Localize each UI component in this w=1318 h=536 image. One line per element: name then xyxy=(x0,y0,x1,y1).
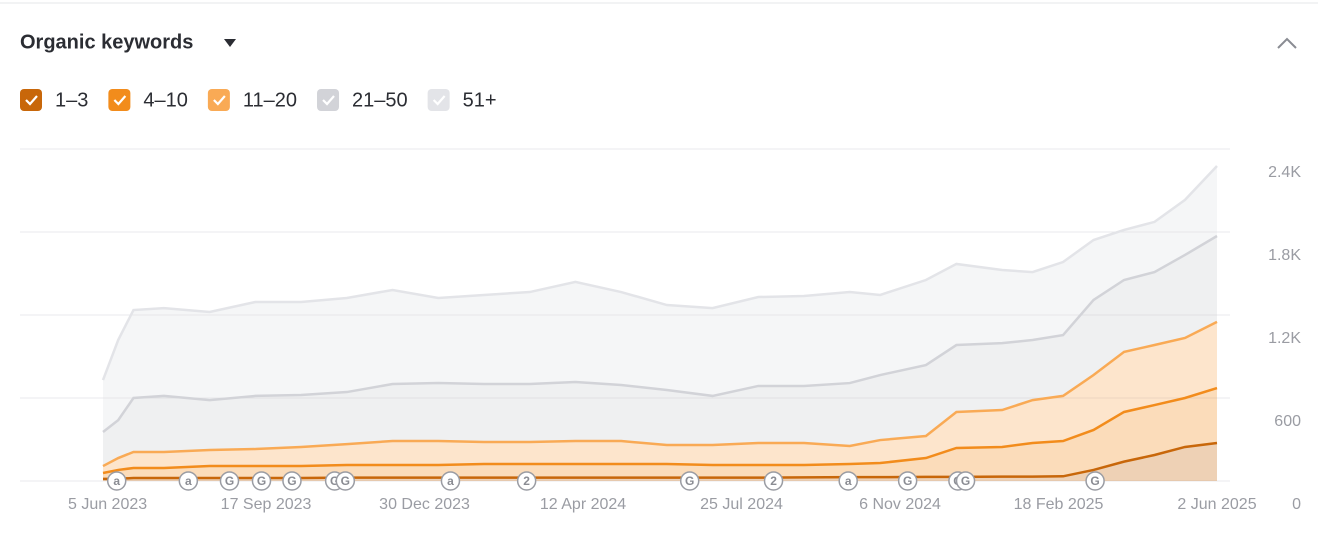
annotation-marker[interactable] xyxy=(955,471,976,491)
annotation[interactable]: G xyxy=(282,471,302,491)
annotation-marker[interactable] xyxy=(106,471,127,491)
annotation-label: G xyxy=(1090,474,1099,488)
area-band xyxy=(103,388,1217,479)
dropdown-arrow[interactable] xyxy=(224,39,236,47)
legend-check xyxy=(322,95,335,106)
legend-check xyxy=(25,95,38,106)
x-tick-label: 5 Jun 2023 xyxy=(68,496,147,513)
area-band xyxy=(103,321,1217,473)
annotation-marker[interactable] xyxy=(516,471,537,491)
annotation-label: G xyxy=(961,474,970,488)
annotation-marker[interactable] xyxy=(897,471,918,491)
x-tick-label: 18 Feb 2025 xyxy=(1014,496,1104,513)
annotation-marker[interactable] xyxy=(1085,471,1105,491)
annotation-label: a xyxy=(447,474,454,488)
annotation-marker[interactable] xyxy=(440,471,461,491)
annotation-label: a xyxy=(113,474,120,488)
legend-label: 51+ xyxy=(463,89,497,111)
annotation-marker[interactable] xyxy=(679,471,700,491)
x-tick-label: 17 Sep 2023 xyxy=(221,496,312,513)
y-tick-label: 1.2K xyxy=(1268,330,1301,347)
y-tick-label: 600 xyxy=(1274,413,1301,430)
legend-item[interactable]: 1–3 xyxy=(20,89,88,111)
legend-checkbox[interactable] xyxy=(317,89,340,111)
legend-label: 21–50 xyxy=(352,89,408,111)
annotation[interactable]: a xyxy=(440,471,461,491)
series-line xyxy=(101,165,1218,381)
annotation[interactable]: 2 xyxy=(763,471,784,491)
legend-item[interactable]: 21–50 xyxy=(317,89,408,111)
annotation[interactable]: 2 xyxy=(516,471,537,491)
x-tick-label: 25 Jul 2024 xyxy=(700,496,783,513)
legend-label: 1–3 xyxy=(55,89,88,111)
y-tick-label: 2.4K xyxy=(1268,164,1301,181)
series-line xyxy=(102,234,1218,434)
series-line xyxy=(102,320,1218,468)
legend-item[interactable]: 11–20 xyxy=(207,89,297,111)
annotation-label: G xyxy=(257,474,266,488)
annotation[interactable]: a xyxy=(106,471,127,491)
annotation-label: G xyxy=(685,474,694,488)
annotation-marker[interactable] xyxy=(178,471,199,491)
legend-check xyxy=(113,95,127,106)
annotation[interactable]: G xyxy=(679,471,700,491)
annotation-marker[interactable] xyxy=(763,471,784,491)
annotation-label: 2 xyxy=(770,474,777,488)
collapse-chevron[interactable] xyxy=(1277,37,1297,49)
annotation-label: a xyxy=(845,474,852,488)
legend-item[interactable]: 51+ xyxy=(427,89,497,111)
annotation-label: G xyxy=(341,474,350,488)
annotation[interactable]: G xyxy=(955,471,976,491)
annotation[interactable]: G xyxy=(219,471,240,491)
annotation-label: G xyxy=(287,474,296,488)
legend-label: 4–10 xyxy=(143,89,188,111)
annotation-marker[interactable] xyxy=(251,471,272,491)
x-tick-label: 30 Dec 2023 xyxy=(379,496,470,513)
annotation[interactable]: G xyxy=(897,471,918,491)
annotation[interactable]: a xyxy=(838,471,858,491)
annotation-label: 2 xyxy=(523,474,530,488)
x-tick-label: 6 Nov 2024 xyxy=(859,496,941,513)
annotation-marker[interactable] xyxy=(282,471,302,491)
legend-checkbox[interactable] xyxy=(427,89,450,111)
legend-item[interactable]: 4–10 xyxy=(108,89,188,111)
x-tick-label: 12 Apr 2024 xyxy=(540,496,626,513)
annotation-marker[interactable] xyxy=(219,471,240,491)
y-tick-label: 1.8K xyxy=(1268,247,1301,264)
legend-check xyxy=(432,95,446,106)
x-tick-label: 2 Jun 2025 xyxy=(1177,496,1256,513)
annotation-marker[interactable] xyxy=(335,471,356,491)
annotation[interactable]: G xyxy=(1085,471,1105,491)
area-band xyxy=(103,236,1217,467)
y-tick-label: 0 xyxy=(1292,496,1301,513)
legend-label: 11–20 xyxy=(243,89,297,111)
series-line xyxy=(102,386,1218,475)
chart-title[interactable]: Organic keywords xyxy=(20,31,193,53)
annotation[interactable]: a xyxy=(178,471,199,491)
legend-checkbox[interactable] xyxy=(20,89,42,111)
annotation-label: G xyxy=(225,474,234,488)
area-band xyxy=(103,166,1217,433)
legend-check xyxy=(213,95,226,106)
annotation-label: a xyxy=(185,474,192,488)
area-band xyxy=(103,442,1217,481)
annotation-marker[interactable] xyxy=(838,471,858,491)
legend-checkbox[interactable] xyxy=(207,89,230,111)
legend-checkbox[interactable] xyxy=(108,89,131,111)
annotation-label: G xyxy=(330,474,339,488)
annotation[interactable]: G xyxy=(335,471,356,491)
annotation[interactable]: G xyxy=(251,471,272,491)
annotation-label: G xyxy=(903,474,912,488)
